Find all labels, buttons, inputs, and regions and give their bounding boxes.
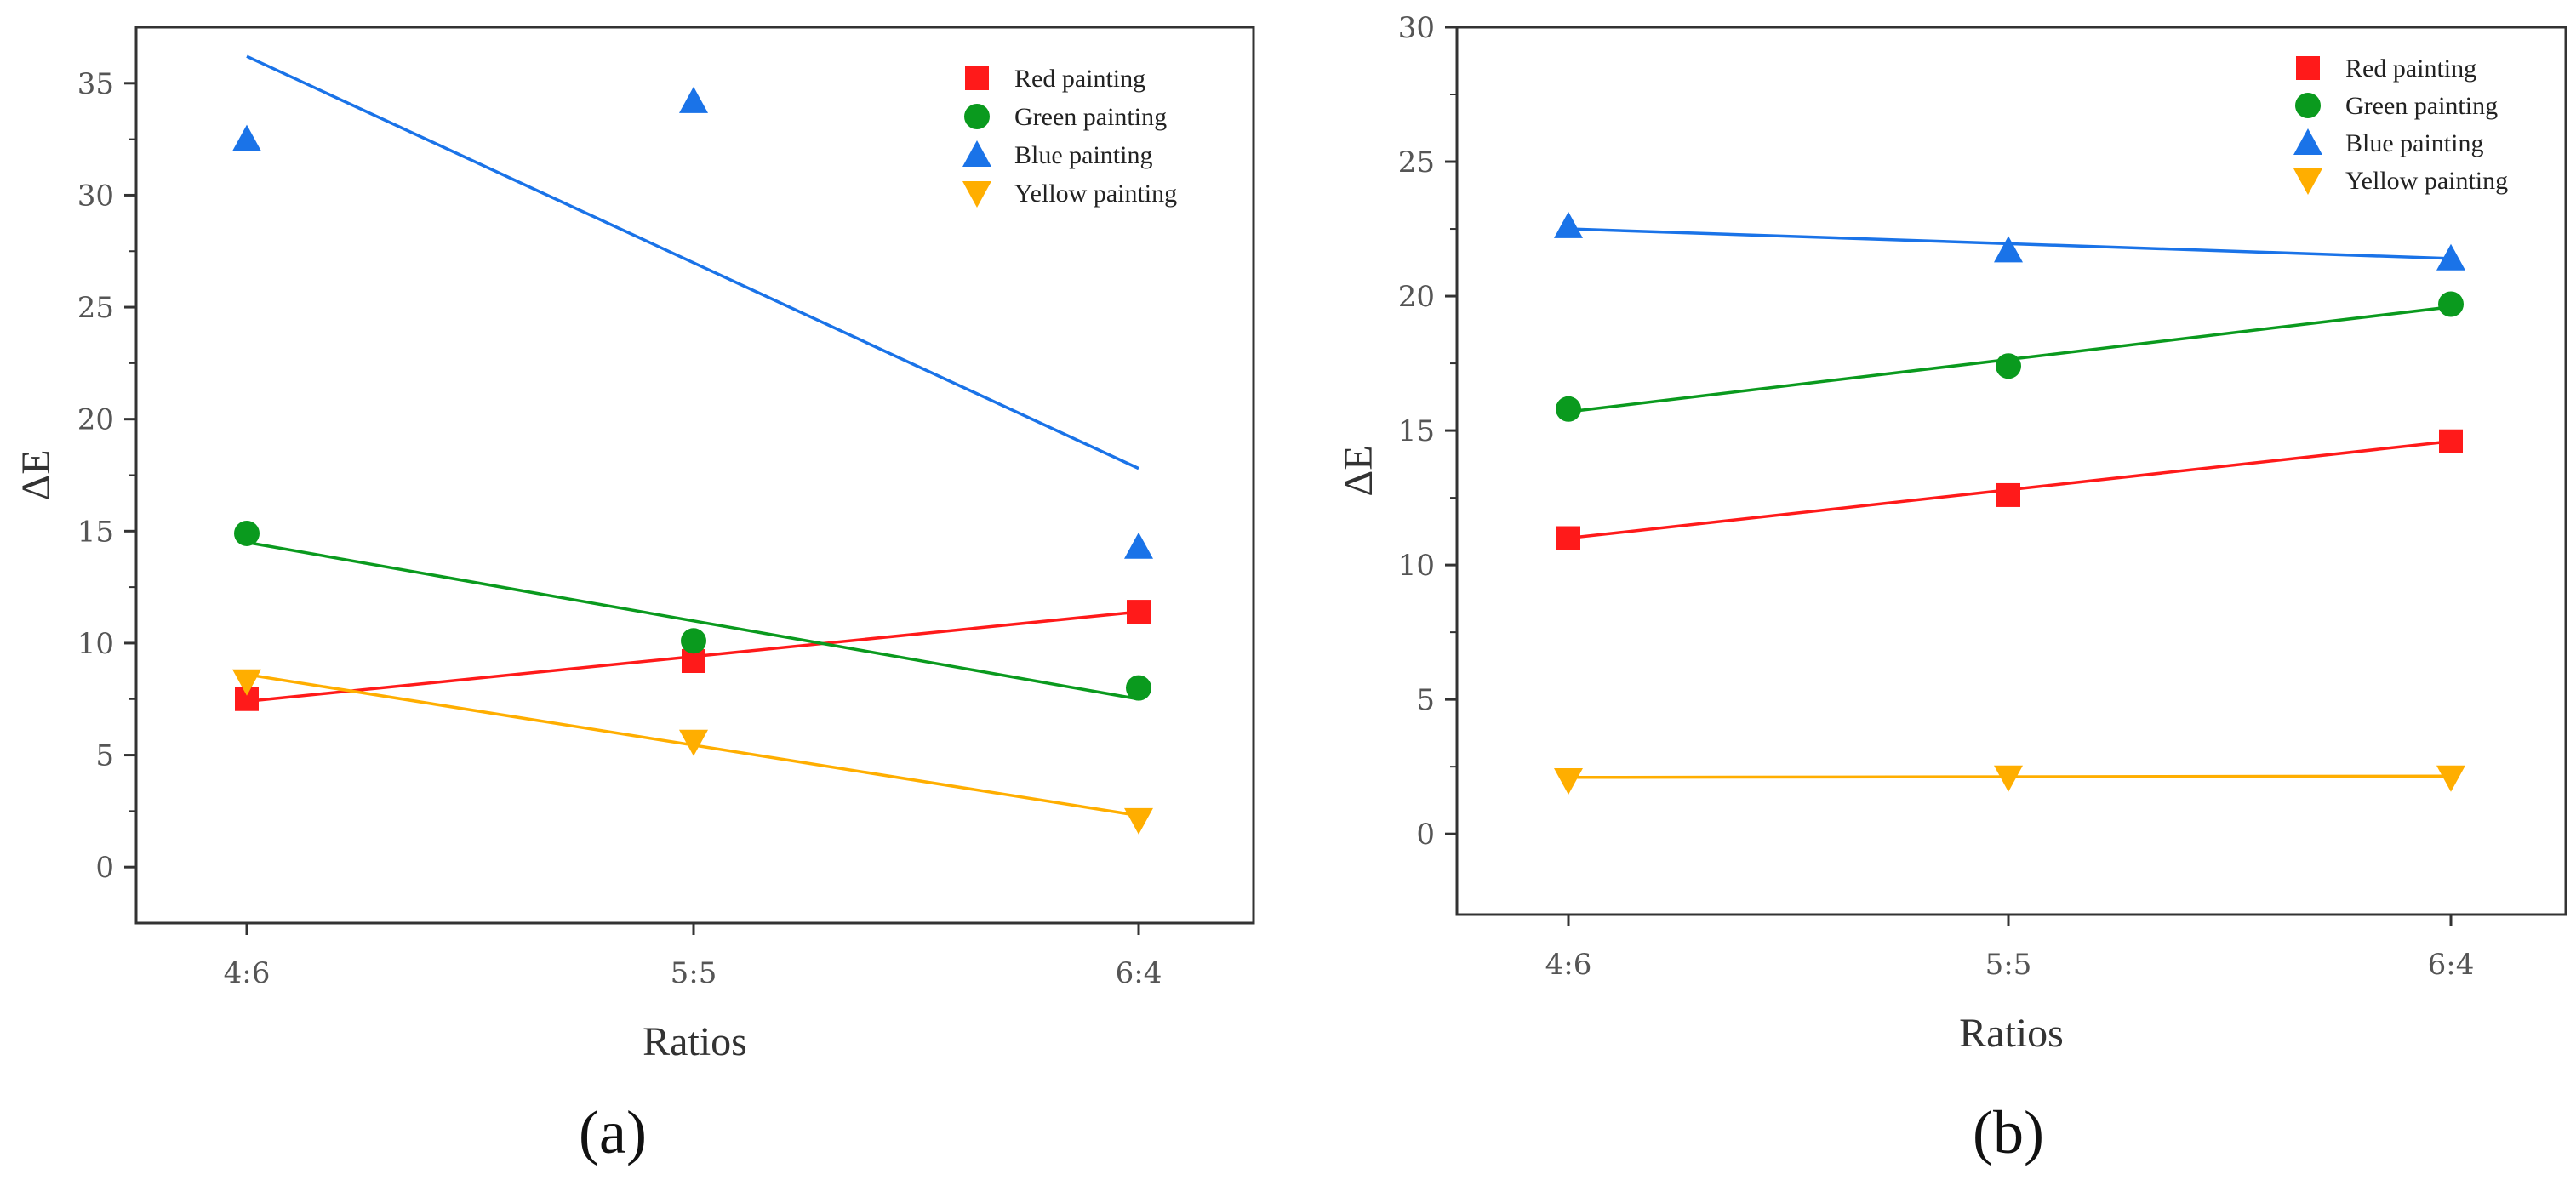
legend-marker-yellow-painting [2293,168,2322,195]
data-point-yellow-painting [679,729,708,756]
y-tick-label: 25 [77,291,114,325]
series-green-painting [234,520,1151,701]
chart-panel-b: 0 5 10 15 20 25 30 4:6 5:5 6:4 Ratios ΔE (b) Red pain… [1336,11,2567,1166]
legend-label: Blue painting [1014,141,1152,169]
x-tick-label: 4:6 [224,956,271,990]
x-tick-label: 6:4 [1116,956,1162,990]
legend-label: Blue painting [2345,129,2483,157]
data-point-green-painting [1996,353,2021,379]
y-tick-label: 0 [95,851,114,885]
data-point-green-painting [1126,675,1151,701]
data-point-blue-painting [679,86,708,113]
legend-label: Green painting [1014,103,1167,131]
y-tick-label: 20 [77,403,114,437]
y-tick-label: 5 [95,739,114,773]
legend-label: Yellow painting [1014,180,1177,208]
legend-marker-red-painting [965,66,989,90]
series-red-painting [1556,429,2463,550]
y-axis-title: ΔE [14,449,59,500]
y-tick-label: 15 [77,515,114,549]
y-tick-label: 25 [1398,145,1435,180]
data-point-yellow-painting [1124,807,1153,835]
data-point-red-painting [1127,600,1151,624]
y-tick-label: 10 [1398,549,1435,583]
legend-marker-red-painting [2296,56,2320,80]
data-point-green-painting [681,628,706,654]
series-blue-painting [232,54,1153,559]
y-tick-label: 15 [1398,414,1435,448]
fit-line-green-painting [246,540,1139,701]
y-tick-label: 5 [1416,683,1435,717]
y-tick-label: 30 [77,179,114,213]
legend-marker-green-painting [2295,93,2321,118]
data-point-blue-painting [1994,236,2023,263]
series-yellow-painting [232,669,1153,835]
data-point-yellow-painting [232,669,261,696]
y-tick-label: 30 [1398,11,1435,45]
data-point-red-painting [1556,526,1580,550]
data-point-green-painting [1556,396,1581,422]
series-yellow-painting [1554,765,2465,795]
y-axis-title: ΔE [1336,445,1381,496]
legend-label: Red painting [2345,54,2476,83]
data-point-yellow-painting [1994,765,2023,792]
y-tick-label: 10 [77,627,114,661]
x-tick-label: 5:5 [1985,948,2032,982]
fit-line-blue-painting [246,54,1139,470]
x-axis-title: Ratios [1959,1011,2064,1056]
y-tick-label: 20 [1398,280,1435,314]
data-point-green-painting [2438,291,2464,317]
data-point-blue-painting [1124,532,1153,559]
data-point-blue-painting [1554,211,1583,238]
x-tick-label: 5:5 [671,956,717,990]
x-tick-label: 4:6 [1545,948,1592,982]
data-point-yellow-painting [2436,765,2465,792]
legend-marker-green-painting [964,104,990,129]
legend-label: Yellow painting [2345,167,2508,195]
x-axis-title: Ratios [643,1019,747,1064]
y-tick-label: 35 [77,67,114,101]
panel-label: (b) [1973,1098,2044,1166]
series-green-painting [1556,291,2464,422]
data-point-blue-painting [232,124,261,151]
data-point-green-painting [234,520,260,546]
panel-label: (a) [579,1098,647,1166]
x-tick-label: 6:4 [2428,948,2475,982]
data-point-red-painting [2439,429,2463,453]
legend-marker-blue-painting [962,140,991,167]
plot-frame [1455,26,2567,916]
legend-marker-yellow-painting [962,181,991,208]
series-blue-painting [1554,211,2465,271]
data-point-yellow-painting [1554,767,1583,795]
chart-panel-a: 0 5 10 15 20 25 30 35 4:6 5:5 6:4 Ratios ΔE (a) Red pa… [14,26,1255,1166]
data-point-red-painting [1996,482,2020,507]
y-tick-label: 0 [1416,818,1435,852]
legend-label: Red painting [1014,65,1145,93]
legend-marker-blue-painting [2293,128,2322,155]
legend-label: Green painting [2345,92,2498,120]
data-point-blue-painting [2436,243,2465,271]
